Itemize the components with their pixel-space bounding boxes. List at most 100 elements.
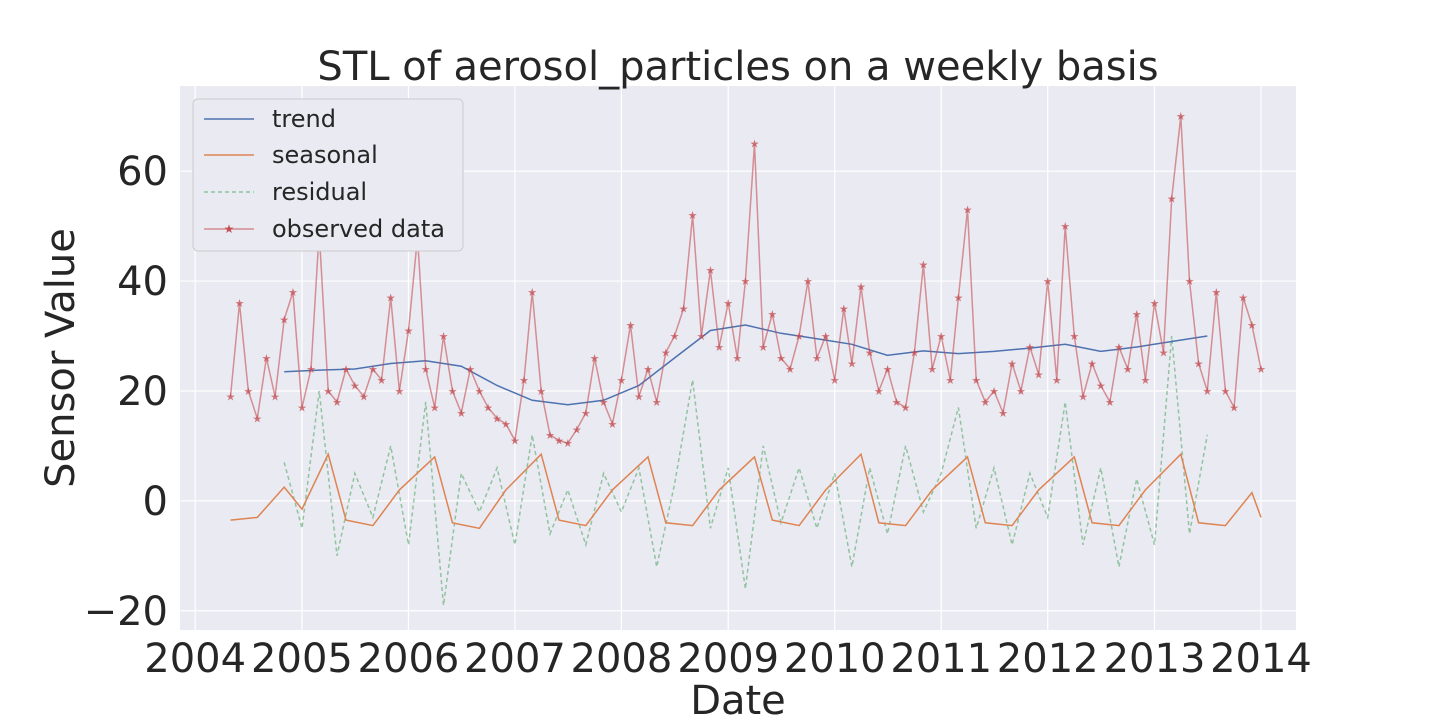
- y-tick-label: 40: [117, 259, 168, 305]
- observed-data-point: ★: [1096, 380, 1106, 393]
- observed-data-point: ★: [1069, 330, 1079, 343]
- observed-data-point: ★: [652, 396, 662, 409]
- observed-data-point: ★: [590, 352, 600, 365]
- observed-data-point: ★: [661, 347, 671, 360]
- observed-data-point: ★: [1105, 396, 1115, 409]
- observed-data-point: ★: [953, 292, 963, 305]
- x-tick-label: 2004: [144, 636, 246, 682]
- observed-data-point: ★: [261, 352, 271, 365]
- observed-data-point: ★: [963, 204, 973, 217]
- observed-data-point: ★: [323, 385, 333, 398]
- y-tick-label: 0: [143, 479, 168, 525]
- observed-data-point: ★: [705, 264, 715, 277]
- observed-data-point: ★: [1159, 347, 1169, 360]
- observed-data-point: ★: [483, 402, 493, 415]
- observed-data-point: ★: [758, 341, 768, 354]
- observed-data-point: ★: [1238, 292, 1248, 305]
- observed-data-point: ★: [332, 396, 342, 409]
- observed-data-point: ★: [1194, 358, 1204, 371]
- x-tick-labels: 2004 2005 2006 2007 2008 2009 2010 2011 2012 2013…: [144, 636, 1312, 682]
- observed-data-point: ★: [1140, 374, 1150, 387]
- y-tick-label: −20: [84, 589, 168, 635]
- legend: trend seasonal residual ★ observed data: [192, 98, 464, 252]
- observed-data-point: ★: [456, 407, 466, 420]
- observed-data-point: ★: [439, 330, 449, 343]
- observed-data-point: ★: [519, 374, 529, 387]
- series-line-observed-data: [229, 116, 1262, 445]
- observed-data-point: ★: [341, 363, 351, 376]
- observed-data-point: ★: [306, 363, 316, 376]
- observed-data-point: ★: [448, 385, 458, 398]
- observed-data-point: ★: [1176, 110, 1186, 123]
- observed-data-point: ★: [732, 352, 742, 365]
- observed-data-point: ★: [1016, 385, 1026, 398]
- observed-data-point: ★: [572, 423, 582, 436]
- x-tick-label: 2006: [358, 636, 460, 682]
- observed-data-point: ★: [626, 319, 636, 332]
- y-tick-labels: −20 0 20 40 60: [84, 149, 168, 635]
- observed-data-point: ★: [510, 434, 520, 447]
- observed-data-point: ★: [474, 385, 484, 398]
- observed-data-point: ★: [714, 341, 724, 354]
- observed-data-point: ★: [723, 297, 733, 310]
- y-tick-label: 20: [117, 369, 168, 415]
- observed-data-point: ★: [288, 286, 298, 299]
- observed-data-point: ★: [1167, 193, 1177, 206]
- observed-data-point: ★: [892, 396, 902, 409]
- observed-data-point: ★: [1025, 341, 1035, 354]
- observed-data-point: ★: [909, 347, 919, 360]
- observed-data-point: ★: [404, 325, 414, 338]
- legend-label-trend: trend: [272, 105, 336, 133]
- observed-data-point: ★: [616, 374, 626, 387]
- x-tick-label: 2007: [464, 636, 566, 682]
- x-tick-label: 2014: [1210, 636, 1312, 682]
- legend-label-residual: residual: [272, 178, 367, 206]
- observed-data-point: ★: [776, 352, 786, 365]
- observed-data-point: ★: [803, 275, 813, 288]
- observed-data-point: ★: [1220, 385, 1230, 398]
- observed-data-point: ★: [599, 396, 609, 409]
- observed-data-point: ★: [1034, 369, 1044, 382]
- observed-data-point: ★: [226, 391, 236, 404]
- x-tick-label: 2011: [890, 636, 992, 682]
- observed-data-point: ★: [1078, 391, 1088, 404]
- observed-data-point: ★: [1211, 286, 1221, 299]
- observed-data-point: ★: [989, 385, 999, 398]
- observed-data-point: ★: [901, 402, 911, 415]
- observed-data-point: ★: [750, 138, 760, 151]
- observed-data-point: ★: [998, 407, 1008, 420]
- observed-data-point: ★: [634, 391, 644, 404]
- y-axis-label: Sensor Value: [38, 228, 84, 488]
- observed-data-point: ★: [1007, 358, 1017, 371]
- observed-data-point: ★: [252, 412, 262, 425]
- observed-data-point: ★: [243, 385, 253, 398]
- observed-data-point: ★: [856, 281, 866, 294]
- observed-data-point: ★: [536, 385, 546, 398]
- observed-data-point: ★: [386, 292, 396, 305]
- observed-data-point: ★: [740, 275, 750, 288]
- observed-data-point: ★: [492, 412, 502, 425]
- series-layer: ★ ★ ★ ★ ★ ★ ★ ★ ★ ★ ★ ★ ★ ★ ★ ★ ★ ★ ★ ★ ★ ★ ★ ★ ★ ★ ★ ★ ★ ★ ★ ★ ★ ★ ★ ★ ★ ★ ★ ★…: [226, 110, 1266, 606]
- observed-data-point: ★: [421, 363, 431, 376]
- observed-data-point: ★: [936, 330, 946, 343]
- observed-data-point: ★: [430, 402, 440, 415]
- x-tick-label: 2005: [251, 636, 353, 682]
- observed-data-point: ★: [1123, 363, 1133, 376]
- observed-data-point: ★: [279, 314, 289, 327]
- observed-data-point: ★: [563, 437, 573, 450]
- observed-data-point: ★: [554, 434, 564, 447]
- observed-data-point: ★: [1185, 275, 1195, 288]
- observed-data-point: ★: [235, 297, 245, 310]
- legend-label-seasonal: seasonal: [272, 141, 378, 169]
- chart-title: STL of aerosol_particles on a weekly bas…: [317, 44, 1158, 90]
- observed-data-point: ★: [359, 391, 369, 404]
- observed-data-point: ★: [1114, 341, 1124, 354]
- observed-data-point: ★: [945, 374, 955, 387]
- legend-box: [192, 98, 464, 252]
- observed-data-point: ★: [297, 402, 307, 415]
- observed-data-point: ★: [1087, 358, 1097, 371]
- observed-data-point: ★: [794, 330, 804, 343]
- observed-data-point: ★: [812, 352, 822, 365]
- observed-data-point: ★: [1150, 297, 1160, 310]
